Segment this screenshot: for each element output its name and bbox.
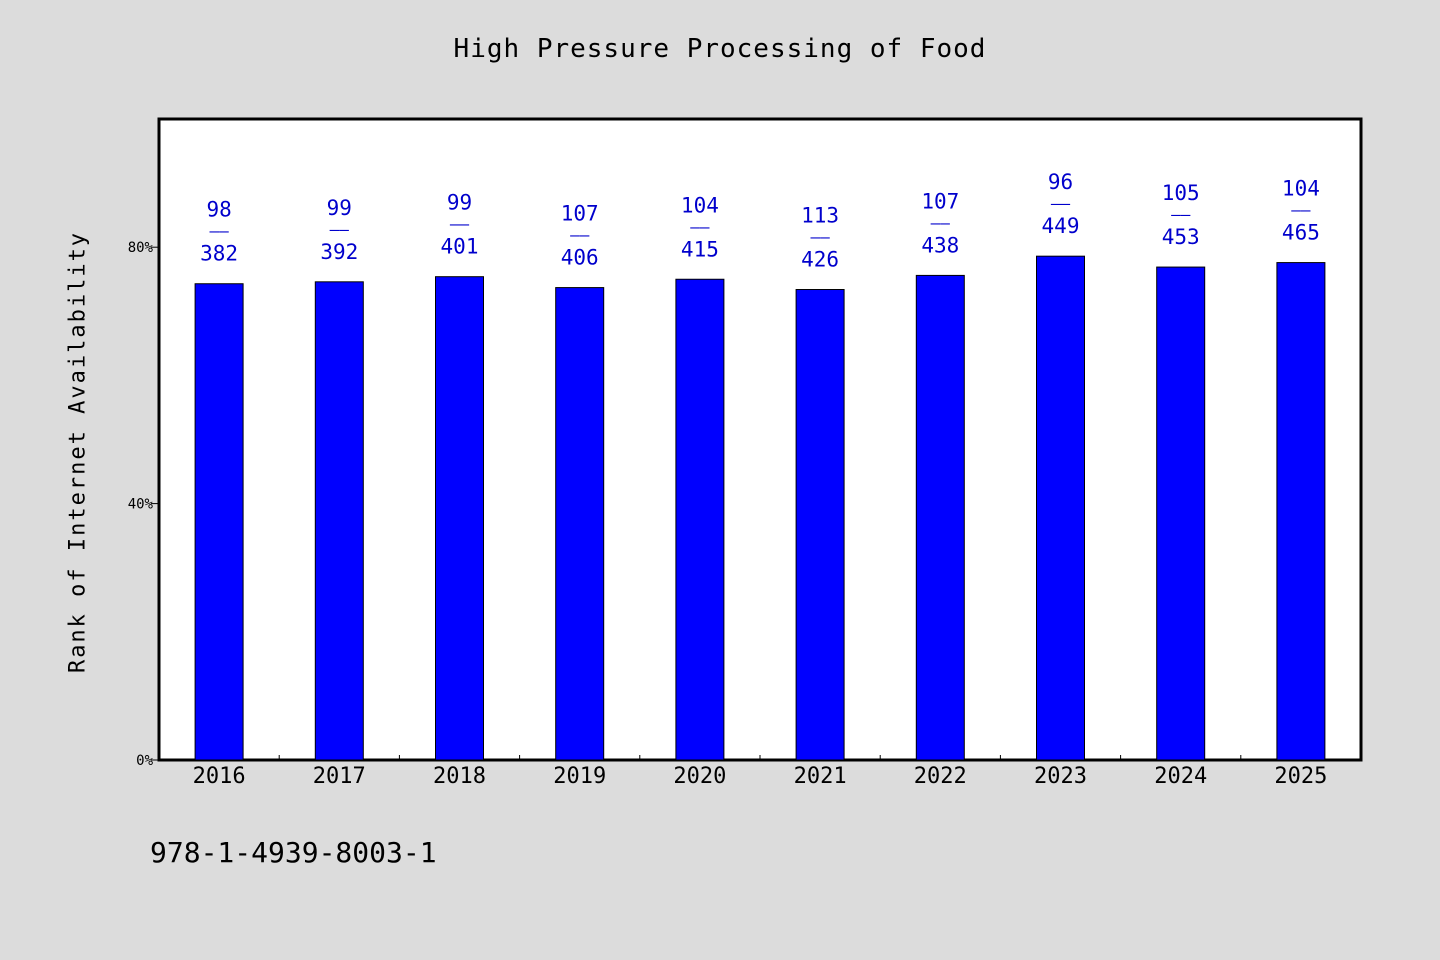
bar [1276, 262, 1326, 761]
bar-label-bottom: 438 [921, 233, 959, 257]
bar-label-top: 107 [561, 202, 599, 226]
bar-label-separator: —— [931, 213, 951, 232]
bar-label-bottom: 426 [801, 248, 839, 272]
bar-label-top: 107 [921, 189, 959, 213]
bar-label-top: 113 [801, 204, 839, 228]
bar-label-top: 104 [681, 193, 719, 217]
bar-label-separator: —— [1171, 205, 1191, 224]
bar-label-bottom: 449 [1042, 214, 1080, 238]
bar-label-top: 105 [1162, 181, 1200, 205]
bar [915, 274, 965, 761]
x-tick-label: 2019 [553, 764, 606, 789]
bar-label-top: 98 [206, 198, 231, 222]
bar-label-separator: —— [810, 228, 830, 247]
x-tick-label: 2016 [193, 764, 246, 789]
bar [194, 283, 244, 761]
bar-label-separator: —— [570, 226, 590, 245]
x-tick-label: 2024 [1154, 764, 1207, 789]
bar-label-top: 104 [1282, 177, 1320, 201]
x-tick-label: 2017 [313, 764, 366, 789]
x-tick-label: 2022 [914, 764, 967, 789]
x-tick-label: 2020 [673, 764, 726, 789]
bar-label-top: 99 [327, 196, 352, 220]
bar-label-top: 99 [447, 191, 472, 215]
bar [555, 287, 605, 761]
bar [435, 276, 484, 761]
bar-labels: 98——38299——39299——401107——406104——415113… [200, 170, 1320, 271]
y-tick-label: 80% [128, 240, 154, 256]
x-tick-label: 2023 [1034, 764, 1087, 789]
bar-label-bottom: 465 [1282, 221, 1320, 245]
chart-title: High Pressure Processing of Food [453, 34, 987, 64]
bar-series [194, 255, 1326, 761]
y-tick-label: 40% [128, 497, 154, 513]
bar-label-bottom: 382 [200, 242, 238, 266]
x-tick-label: 2018 [433, 764, 486, 789]
bar [795, 289, 845, 761]
bar-label-top: 96 [1048, 170, 1073, 194]
bar-label-bottom: 453 [1162, 225, 1200, 249]
x-axis: 2016 2017 2018 2019 2020 2021 2022 2023 2024 2025 [193, 755, 1327, 789]
footnote-isbn: 978-1-4939-8003-1 [150, 836, 437, 869]
bar-label-separator: —— [1051, 194, 1071, 213]
x-tick-label: 2021 [794, 764, 847, 789]
y-tick-label: 0% [136, 753, 153, 769]
bar-label-separator: —— [1291, 201, 1311, 220]
bar [1036, 255, 1085, 761]
bar-label-separator: —— [330, 220, 350, 239]
bar [314, 281, 364, 761]
bar [675, 278, 725, 761]
bar-label-separator: —— [450, 215, 470, 234]
bar-label-bottom: 401 [441, 235, 479, 259]
bar-label-separator: —— [209, 222, 229, 241]
x-tick-label: 2025 [1274, 764, 1327, 789]
bar-label-bottom: 392 [320, 240, 358, 264]
bar-label-bottom: 406 [561, 246, 599, 270]
bar [1156, 266, 1206, 761]
bar-label-bottom: 415 [681, 237, 719, 261]
bar-label-separator: —— [690, 217, 710, 236]
y-axis: 0% 40% 80% [128, 240, 159, 769]
